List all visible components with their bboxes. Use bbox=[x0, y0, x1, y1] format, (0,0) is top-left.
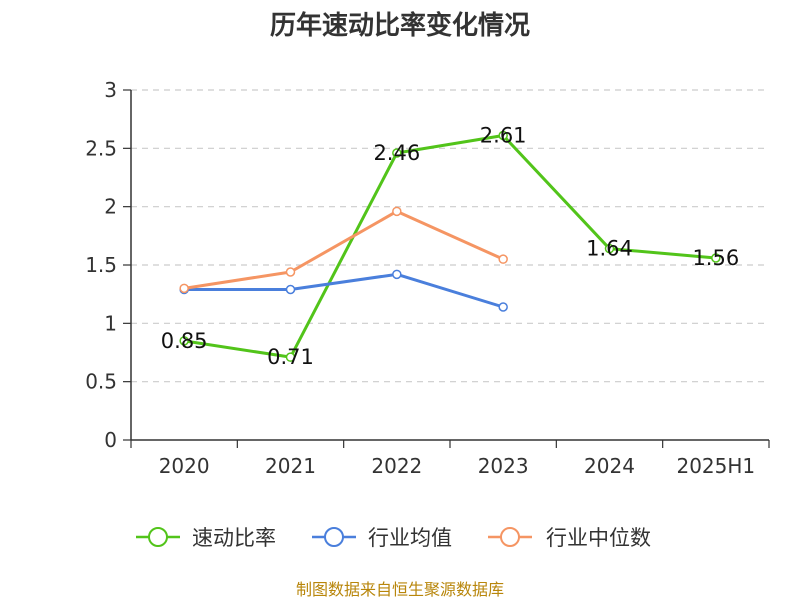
y-tick-label: 3 bbox=[104, 78, 117, 102]
legend: 速动比率 行业均值 行业中位数 bbox=[136, 526, 651, 550]
x-tick-label: 2022 bbox=[371, 454, 422, 478]
legend-label: 行业均值 bbox=[368, 526, 452, 550]
legend-label: 速动比率 bbox=[192, 526, 276, 550]
x-tick-label: 2024 bbox=[584, 454, 635, 478]
axes: 0 0.5 1 1.5 2 2.5 3 2020 2021 2022 2023 2024 2025H1 bbox=[85, 78, 770, 478]
data-point bbox=[392, 206, 402, 217]
y-tick-label: 1 bbox=[104, 311, 117, 335]
grid bbox=[131, 89, 769, 383]
legend-marker-circle bbox=[148, 527, 168, 547]
data-label: 0.85 bbox=[161, 329, 208, 353]
chart-title: 历年速动比率变化情况 bbox=[270, 10, 530, 41]
data-point bbox=[711, 253, 721, 263]
x-tick-label: 2025H1 bbox=[676, 454, 755, 478]
legend-label: 行业中位数 bbox=[546, 526, 651, 550]
data-label: 2.61 bbox=[480, 124, 527, 148]
series-line-0 bbox=[183, 134, 716, 359]
data-label: 1.64 bbox=[586, 237, 633, 261]
y-tick-label: 2 bbox=[104, 195, 117, 219]
data-point bbox=[179, 336, 189, 346]
series-line-1 bbox=[184, 272, 504, 309]
y-tick-label: 0 bbox=[104, 428, 117, 452]
y-tick-label: 2.5 bbox=[85, 136, 117, 160]
y-tick-label: 0.5 bbox=[85, 370, 117, 394]
series-line-2 bbox=[183, 209, 504, 290]
legend-marker-circle bbox=[500, 527, 520, 547]
data-point bbox=[285, 267, 296, 277]
series-layer bbox=[179, 130, 721, 362]
legend-marker-circle bbox=[324, 527, 344, 547]
x-tick-label: 2023 bbox=[478, 454, 529, 478]
y-tick-label: 1.5 bbox=[85, 253, 117, 277]
data-point bbox=[392, 148, 402, 158]
x-tick-label: 2021 bbox=[265, 454, 316, 478]
data-labels: 0.85 0.71 2.46 2.61 1.64 1.56 bbox=[161, 124, 739, 370]
data-point bbox=[498, 130, 508, 141]
source-note: 制图数据来自恒生聚源数据库 bbox=[296, 580, 504, 599]
x-tick-label: 2020 bbox=[159, 454, 210, 478]
data-point bbox=[392, 269, 402, 280]
data-label: 1.56 bbox=[692, 246, 739, 270]
data-point bbox=[285, 284, 296, 295]
data-label: 2.46 bbox=[373, 141, 420, 165]
data-label: 0.71 bbox=[267, 345, 314, 369]
data-point bbox=[498, 254, 508, 264]
data-point bbox=[498, 302, 508, 312]
data-point bbox=[604, 243, 615, 254]
data-point bbox=[285, 352, 296, 362]
data-point bbox=[179, 283, 189, 294]
